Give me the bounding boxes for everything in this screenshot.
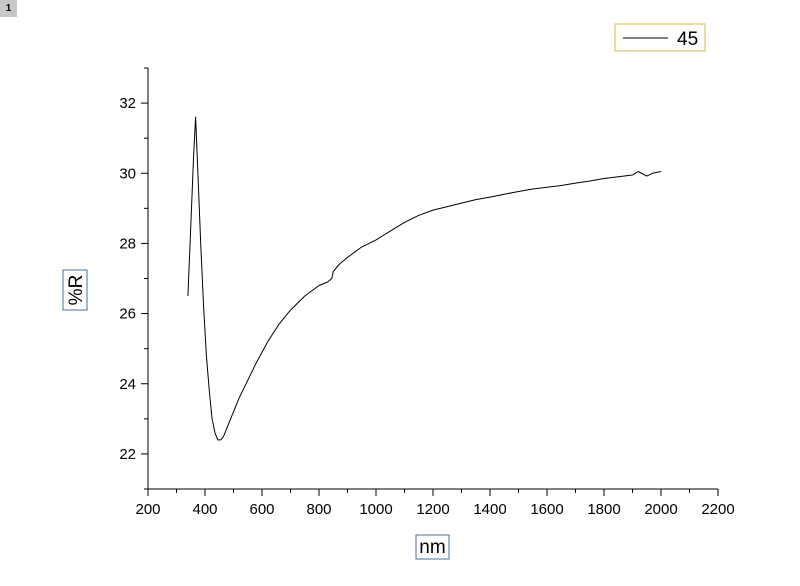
- x-tick-label: 1800: [587, 501, 620, 518]
- y-tick-label: 32: [119, 95, 136, 112]
- legend: 45: [614, 23, 706, 52]
- y-axis-title-group: %R: [62, 269, 88, 311]
- x-tick-label: 2200: [701, 501, 734, 518]
- x-tick-label: 1000: [359, 501, 392, 518]
- x-tick-label: 1600: [530, 501, 563, 518]
- y-tick-label: 30: [119, 165, 136, 182]
- legend-label: 45: [677, 29, 698, 50]
- x-axis-title-box: [415, 534, 450, 560]
- x-tick-label: 2000: [644, 501, 677, 518]
- x-axis-title-group: nm: [415, 534, 450, 560]
- y-axis-title-box: [62, 269, 88, 311]
- axes: [147, 68, 718, 490]
- series-layer: [187, 116, 662, 441]
- x-tick-label: 400: [192, 501, 217, 518]
- y-tick-label: 28: [119, 235, 136, 252]
- series-line-45: [187, 116, 662, 441]
- x-tick-label: 200: [135, 501, 160, 518]
- ticks: 200 400 600 800 1000 1200 1400 1600 1800 2000 2200…: [119, 67, 735, 518]
- y-tick-label: 24: [119, 376, 136, 393]
- y-tick-label: 22: [119, 446, 136, 463]
- y-axis-title: %R: [66, 275, 87, 306]
- x-tick-label: 600: [249, 501, 274, 518]
- x-axis-title: nm: [419, 537, 445, 558]
- layer-number-badge: 1: [0, 0, 17, 17]
- y-tick-label: 26: [119, 306, 136, 323]
- x-tick-label: 1200: [416, 501, 449, 518]
- x-tick-label: 1400: [473, 501, 506, 518]
- x-tick-label: 800: [306, 501, 331, 518]
